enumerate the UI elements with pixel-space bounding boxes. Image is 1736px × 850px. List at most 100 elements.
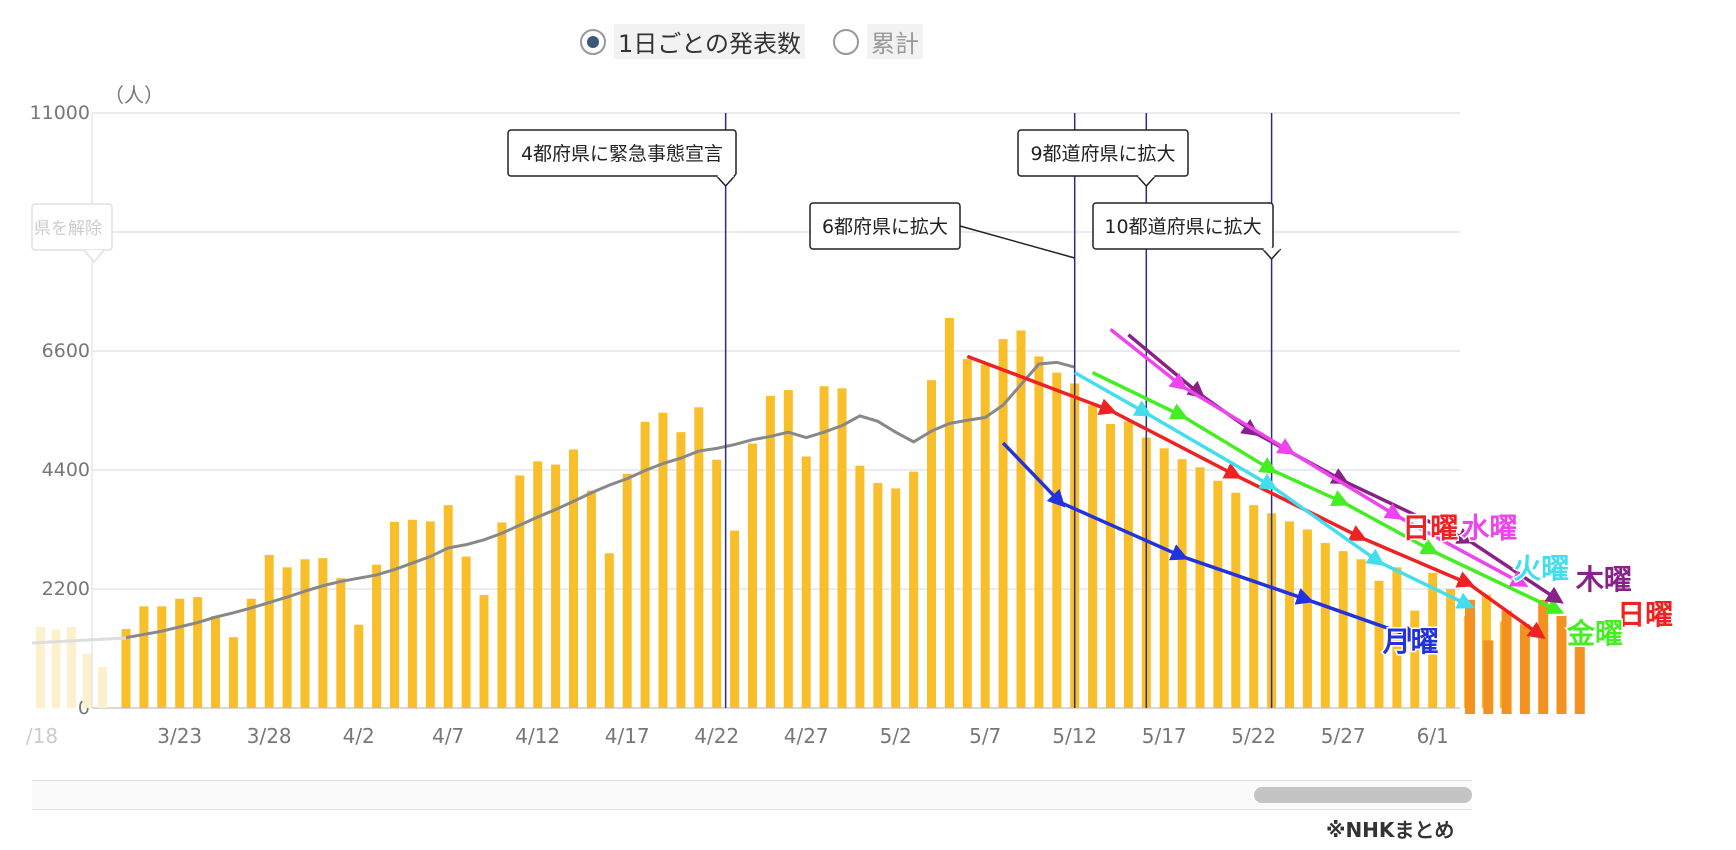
bar: [676, 432, 686, 708]
y-tick-label: 6600: [42, 340, 90, 362]
weekday-trend-5: [1109, 327, 1529, 587]
trend-arrow: [1360, 536, 1475, 588]
bar: [980, 364, 990, 708]
bar: [873, 482, 883, 708]
highlight-bar: [1519, 624, 1530, 714]
cumulative-label: 累計: [867, 24, 924, 59]
cumulative-option[interactable]: 累計: [833, 24, 924, 59]
trend-arrow: [1342, 479, 1475, 544]
bar: [551, 464, 561, 708]
y-tick-label: 2200: [42, 578, 90, 600]
callout-pointer: [1262, 248, 1282, 261]
daily-label: 1日ごとの発表数: [614, 24, 806, 59]
callout-box: [809, 202, 961, 250]
bar: [622, 473, 632, 708]
bar: [1106, 424, 1115, 708]
bar: [497, 522, 507, 708]
weekday-label: 月曜: [1382, 625, 1439, 658]
bar: [1338, 551, 1348, 708]
faded-bar: [36, 626, 45, 708]
trend-arrow: [1467, 538, 1564, 604]
x-tick-label: 5/22: [1231, 724, 1276, 748]
bar: [1088, 405, 1098, 708]
bar: [515, 475, 525, 708]
x-tick-label: 4/27: [784, 724, 829, 748]
daily-radio[interactable]: [580, 28, 606, 55]
bar: [443, 505, 453, 708]
bar: [801, 456, 811, 708]
x-tick-label: 4/7: [432, 724, 464, 748]
highlight-bar: [1574, 637, 1585, 714]
trend-arrow: [1145, 411, 1278, 490]
x-tick-label: 4/22: [694, 724, 739, 748]
event-callout: 9都道府県に拡大: [1017, 129, 1189, 188]
bar: [1195, 467, 1205, 708]
bar: [354, 624, 364, 708]
x-tick-label: 4/2: [343, 724, 375, 748]
callout-leader: [959, 225, 1075, 259]
highlight-bar: [1538, 599, 1549, 714]
bar: [157, 606, 167, 708]
x-tick-label: 5/17: [1142, 724, 1187, 748]
moving-average-faded: [31, 636, 127, 645]
bar: [461, 556, 471, 708]
x-tick-label: /18: [26, 724, 58, 748]
weekday-label: 日曜: [1402, 512, 1458, 545]
bar: [1446, 589, 1456, 708]
chart-scrollbar[interactable]: [32, 780, 1472, 810]
bar: [1249, 505, 1259, 708]
y-unit-label: （人）: [104, 83, 164, 107]
highlight-bar: [1501, 610, 1512, 714]
cumulative-radio[interactable]: [833, 28, 860, 55]
bar: [1177, 459, 1187, 708]
bar: [193, 597, 203, 708]
bar: [927, 380, 936, 708]
trend-arrow: [1109, 327, 1188, 391]
trend-arrow: [1467, 582, 1546, 640]
event-callout: 6都府県に拡大: [809, 202, 1075, 259]
weekday-label: 木曜: [1575, 563, 1632, 596]
bar: [837, 388, 847, 708]
trend-arrow: [1181, 554, 1315, 605]
bar: [533, 461, 543, 708]
trend-arrow: [1181, 384, 1296, 455]
trend-arrow: [1073, 371, 1153, 417]
bar: [998, 339, 1008, 708]
bar: [586, 490, 596, 708]
callout-box: [1017, 129, 1189, 177]
callout-label: 10都道府県に拡大: [1104, 216, 1261, 238]
x-tick-label: 5/27: [1321, 724, 1366, 748]
display-mode-toggle: 1日ごとの発表数 累計: [580, 24, 924, 59]
faded-bar: [82, 653, 92, 708]
bar: [336, 578, 346, 708]
bar: [944, 318, 954, 708]
bar: [1213, 480, 1223, 708]
weekday-trend-2: [1073, 371, 1475, 609]
bar: [1159, 448, 1169, 708]
callout-box: [507, 129, 737, 177]
callout-box: [1092, 202, 1274, 250]
clipped-event-callout: 県を解除: [31, 203, 113, 264]
trend-arrow: [1270, 484, 1385, 566]
y-tick-label: 11000: [30, 102, 90, 124]
x-tick-label: 3/23: [157, 724, 202, 748]
bar: [909, 471, 919, 708]
bar: [1034, 356, 1044, 708]
bar: [855, 465, 865, 708]
bar: [139, 606, 149, 708]
highlight-bar: [1465, 599, 1475, 714]
bar: [282, 567, 292, 708]
bar: [479, 594, 489, 708]
clipped-callout-box: [31, 203, 113, 251]
bar: [1374, 580, 1384, 708]
trend-arrow: [1306, 598, 1422, 643]
scrollbar-thumb[interactable]: [1254, 787, 1472, 803]
daily-option[interactable]: 1日ごとの発表数: [580, 24, 806, 59]
x-tick-label: 5/7: [969, 724, 1001, 748]
bar: [1285, 521, 1294, 708]
bar: [891, 488, 901, 708]
bar: [765, 395, 775, 708]
faded-bar: [98, 666, 107, 708]
event-callout: 10都道府県に拡大: [1092, 202, 1282, 261]
weekday-trend-0: [1001, 441, 1422, 643]
